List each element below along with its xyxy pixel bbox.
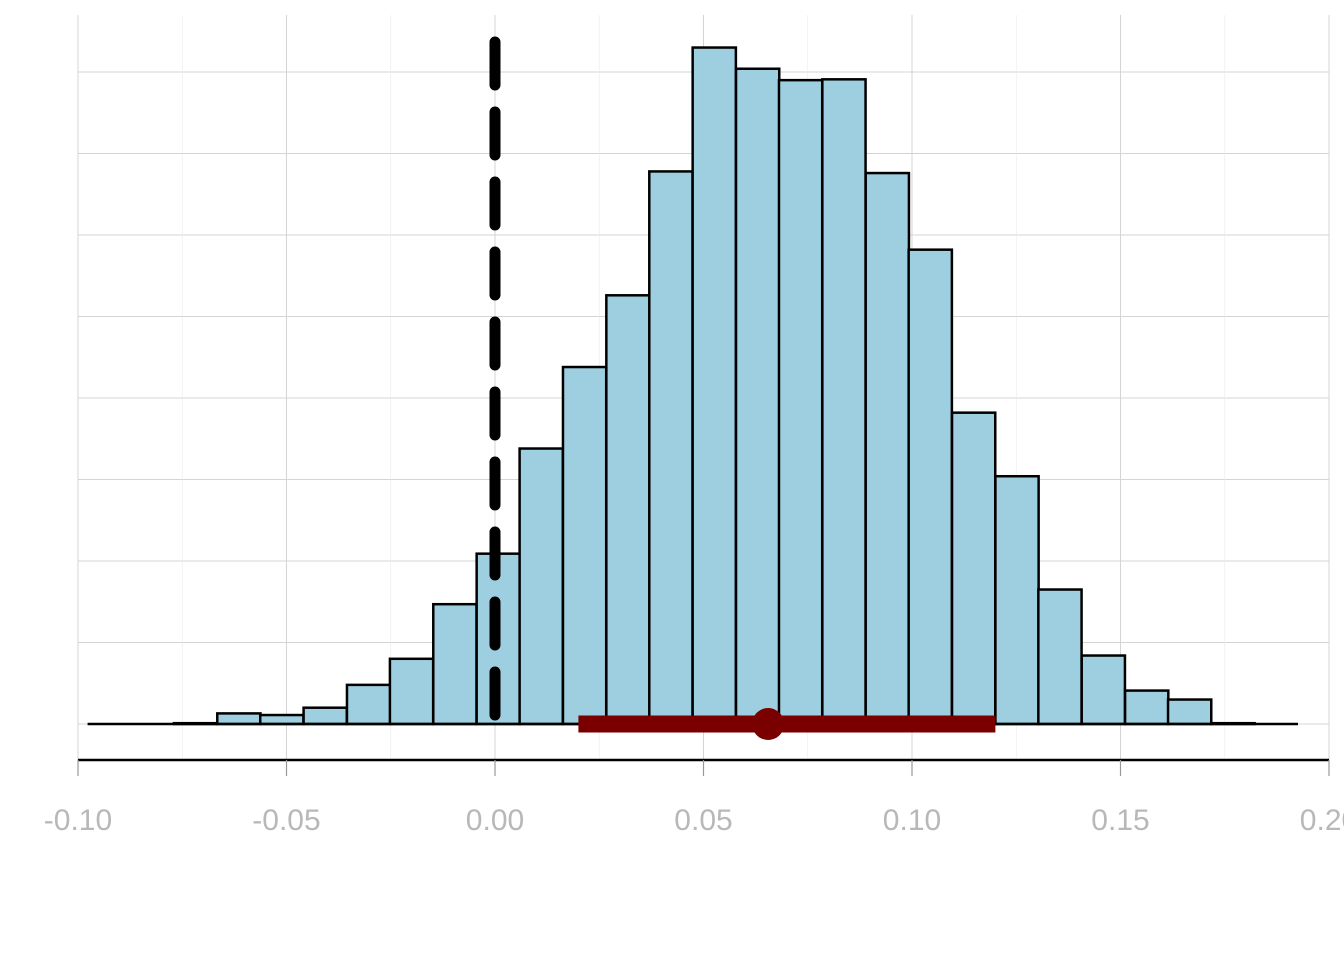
histogram-bar [950,411,997,726]
histogram-bar [258,713,305,726]
histogram-bar [1166,698,1213,726]
histogram-bar [561,365,608,726]
x-tick-label: -0.05 [252,804,320,837]
point-estimate [752,708,785,740]
x-tick-label: 0.05 [674,804,732,837]
histogram-bar [777,78,824,726]
histogram-bar [302,706,349,726]
histogram-bar [1080,654,1127,726]
x-axis: -0.10 -0.05 0.00 0.05 0.10 0.15 0.20 [44,758,1344,837]
histogram-bar [518,447,565,726]
histogram-bars [87,46,1298,726]
histogram-bar [432,602,478,726]
histogram-bar [388,657,435,726]
histogram-bar [821,78,867,726]
histogram-bar [605,294,651,726]
interval-layer [578,708,996,740]
histogram-bar [1123,689,1170,726]
histogram-bar [691,46,738,726]
histogram-bar [345,683,392,726]
histogram-bar [648,170,694,726]
histogram-bar [994,474,1040,726]
histogram-bar [907,248,954,726]
x-tick-label: 0.15 [1091,804,1149,837]
histogram-bar [864,171,911,726]
histogram-bar [734,67,781,726]
x-tick-label: 0.20 [1300,804,1344,837]
x-tick-label: 0.00 [466,804,524,837]
x-tick-label: -0.10 [44,804,112,837]
histogram-bar [216,712,262,726]
x-tick-label: 0.10 [883,804,941,837]
histogram-bar [1037,588,1083,726]
